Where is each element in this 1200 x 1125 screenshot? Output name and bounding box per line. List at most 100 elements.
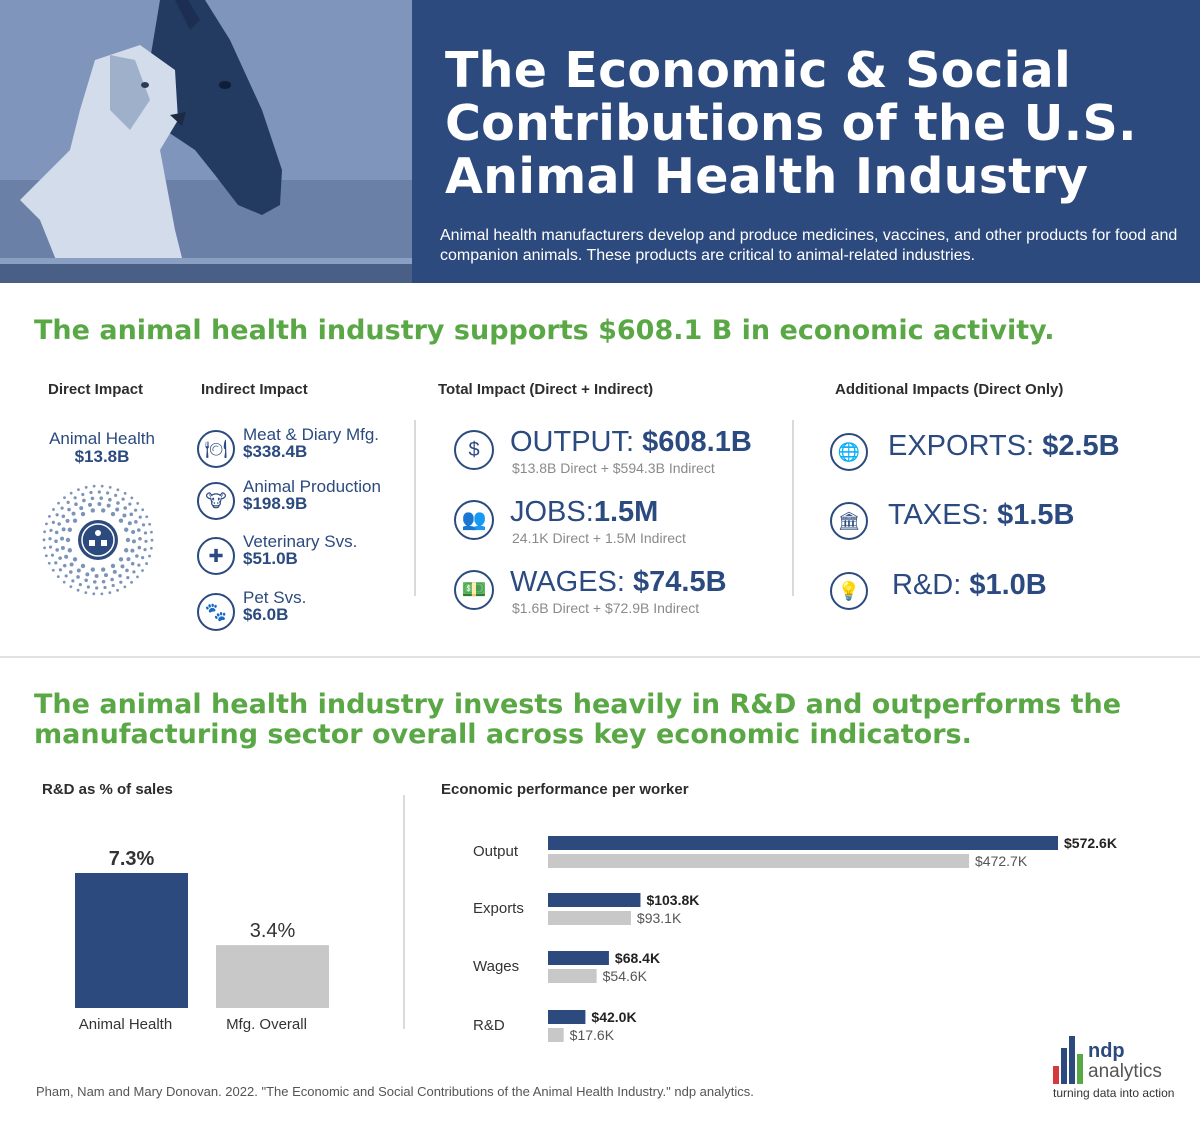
network-dot: [71, 579, 75, 583]
performance-bar: [548, 893, 641, 907]
network-dot: [118, 573, 122, 578]
network-dot: [48, 545, 53, 549]
network-dot: [51, 520, 55, 524]
network-dot: [65, 518, 70, 523]
people-icon: 👥: [454, 500, 494, 540]
network-dot: [137, 545, 142, 550]
title-line: The Economic & Social: [445, 42, 1071, 99]
page-title: The Economic & Social Contributions of t…: [445, 44, 1165, 203]
network-dot: [99, 496, 104, 500]
performance-bar: [548, 1010, 586, 1024]
network-dot: [110, 577, 114, 582]
network-dot: [122, 513, 127, 518]
performance-bar-label: $17.6K: [570, 1027, 615, 1043]
network-dot: [133, 508, 138, 512]
dog-horse-photo: [0, 0, 412, 283]
network-dot: [138, 515, 142, 519]
cash-icon: 💵: [454, 570, 494, 610]
performance-chart-title: Economic performance per worker: [441, 781, 689, 798]
ndp-analytics-logo: ndp analytics turning data into action: [1050, 1034, 1180, 1104]
network-dot: [121, 497, 125, 501]
network-icon: [42, 484, 154, 596]
network-dot: [48, 515, 51, 518]
network-dot: [48, 537, 52, 541]
indirect-label: Veterinary Svs.: [243, 532, 358, 551]
rd-bar: [216, 945, 329, 1008]
network-dot: [148, 554, 151, 558]
network-dot: [103, 585, 107, 590]
network-dot: [114, 493, 118, 497]
network-dot: [72, 557, 78, 562]
network-dot: [80, 511, 86, 517]
network-dot: [108, 497, 112, 502]
network-dot: [136, 575, 139, 579]
network-dot: [81, 492, 85, 497]
performance-category-label: R&D: [473, 1017, 505, 1034]
network-dot: [52, 508, 55, 511]
network-dot: [148, 522, 152, 526]
network-dot: [123, 527, 129, 532]
network-dot: [137, 563, 141, 567]
network-dot: [62, 580, 66, 584]
network-dot: [58, 556, 62, 560]
network-dot: [58, 568, 63, 572]
network-dot: [126, 557, 131, 562]
network-dot: [103, 573, 108, 578]
network-dot: [94, 573, 99, 578]
rd-category-label: Animal Health: [79, 1016, 172, 1033]
network-dot: [130, 496, 134, 500]
title-line: Contributions of the U.S.: [445, 95, 1137, 152]
network-dot: [74, 502, 78, 507]
network-dot: [42, 538, 46, 542]
network-dot: [76, 568, 81, 573]
network-dot: [100, 484, 104, 488]
direct-impact-block: Animal Health $13.8B: [40, 430, 164, 466]
rd-bar-label: 3.4%: [250, 920, 296, 942]
network-dot: [92, 592, 96, 596]
total-impact-heading: Total Impact (Direct + Indirect): [438, 381, 654, 398]
network-dot: [67, 548, 73, 553]
network-dot: [69, 562, 74, 567]
logo-sub: analytics: [1088, 1061, 1162, 1082]
performance-bar-label: $42.0K: [591, 1009, 636, 1025]
network-dot: [69, 585, 73, 589]
network-dot: [108, 591, 112, 595]
performance-bar-label: $68.4K: [615, 950, 660, 966]
network-dot: [57, 501, 60, 505]
network-dot: [141, 556, 145, 560]
indirect-label: Meat & Diary Mfg.: [243, 425, 380, 444]
column-divider: [792, 420, 794, 596]
network-dot: [66, 500, 70, 505]
network-dot: [137, 528, 141, 532]
citation: Pham, Nam and Mary Donovan. 2022. "The E…: [36, 1084, 754, 1099]
globe-icon: 🌐: [830, 433, 868, 471]
network-dot: [84, 578, 88, 583]
network-dot: [85, 572, 90, 577]
network-dot: [65, 537, 71, 543]
network-dot: [116, 501, 120, 505]
network-dot: [97, 490, 101, 494]
network-dot: [125, 537, 131, 543]
network-dot: [60, 506, 64, 510]
network-dot: [118, 557, 124, 562]
network-dot: [131, 539, 136, 544]
additional-label: R&D:: [892, 569, 962, 601]
network-dot: [110, 511, 116, 517]
network-dot: [61, 527, 66, 532]
paw-icon: 🐾: [197, 593, 235, 631]
bank-icon: 🏛: [830, 502, 868, 540]
network-dot: [115, 507, 120, 512]
network-dot: [95, 586, 99, 590]
total-sub: 24.1K Direct + 1.5M Indirect: [512, 530, 686, 546]
network-dot: [67, 507, 71, 512]
network-dot: [76, 588, 80, 592]
rd-bar-label: 7.3%: [109, 848, 155, 870]
indirect-value: $338.4B: [243, 442, 308, 461]
network-dot: [72, 518, 78, 523]
network-dot: [144, 539, 148, 543]
network-dot: [110, 563, 116, 569]
network-dot: [68, 570, 73, 574]
performance-bar-label: $472.7K: [975, 853, 1028, 869]
network-dot: [130, 548, 135, 553]
rd-chart-title: R&D as % of sales: [42, 781, 173, 798]
